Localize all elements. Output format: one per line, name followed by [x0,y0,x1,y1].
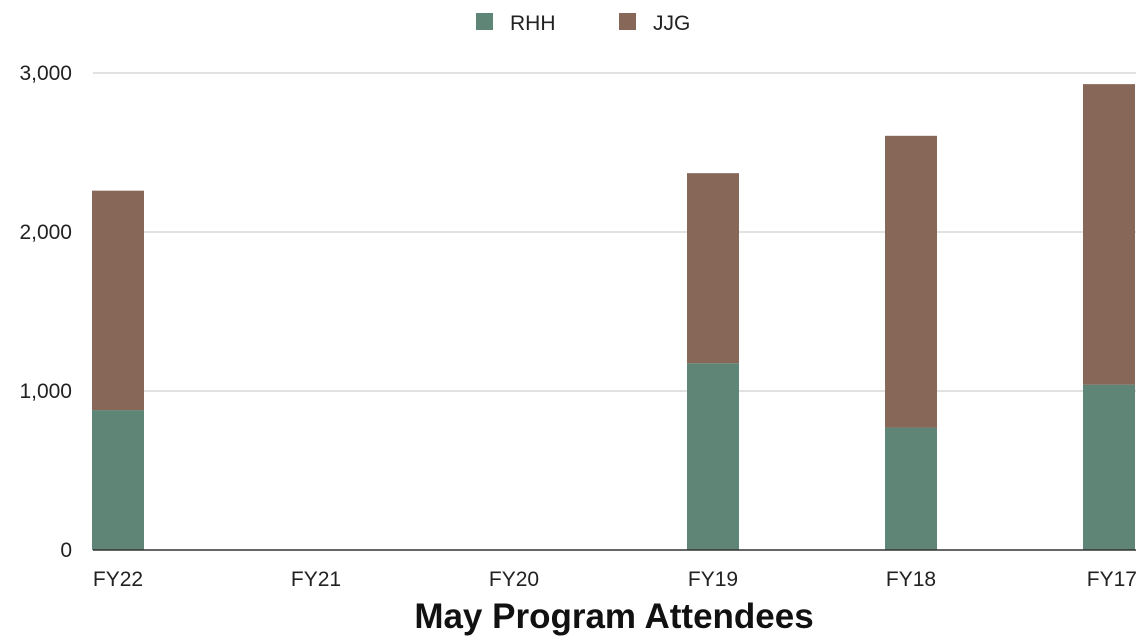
x-axis-tick-labels: FY22 FY21 FY20 FY19 FY18 FY17 [93,568,1137,591]
x-tick-label-fy18: FY18 [886,568,936,591]
y-axis-tick-labels: 0 1,000 2,000 3,000 [19,62,72,562]
legend-label-rhh: RHH [510,12,556,35]
bars [92,84,1135,550]
bar-fy18-rhh [885,427,937,550]
legend-swatch-jjg [619,13,636,30]
x-tick-label-fy21: FY21 [291,568,341,591]
x-tick-label-fy19: FY19 [688,568,738,591]
y-tick-label: 1,000 [19,380,72,403]
legend-label-jjg: JJG [653,12,690,35]
bar-fy22-jjg [92,190,144,411]
legend-swatch-rhh [476,13,493,30]
y-tick-label: 0 [60,539,72,562]
gridlines [93,72,1136,392]
bar-fy18-jjg [885,135,937,428]
bar-fy22-rhh [92,410,144,550]
y-tick-label: 2,000 [19,221,72,244]
bar-fy19-jjg [687,173,739,364]
legend: RHH JJG [476,12,690,35]
x-tick-label-fy22: FY22 [93,568,143,591]
y-tick-label: 3,000 [19,62,72,85]
x-tick-label-fy17: FY17 [1087,568,1137,591]
bar-fy19-rhh [687,363,739,550]
bar-fy17-rhh [1083,384,1135,550]
x-axis-title: May Program Attendees [414,597,813,636]
x-tick-label-fy20: FY20 [489,568,539,591]
bar-fy17-jjg [1083,84,1135,385]
